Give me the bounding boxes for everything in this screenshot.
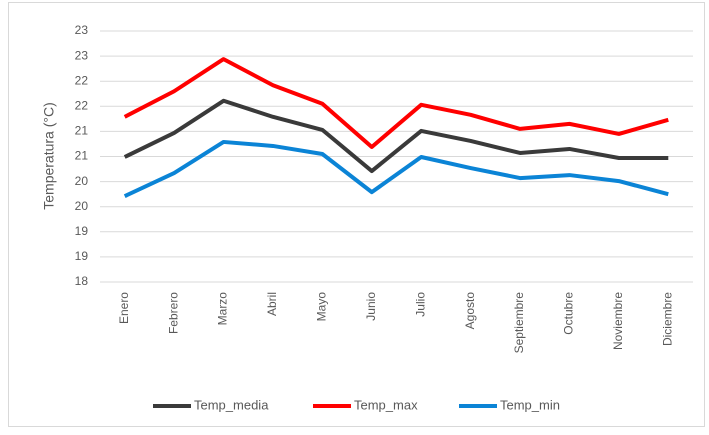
y-tick-label: 20 — [75, 199, 89, 213]
chart-border — [8, 2, 705, 427]
legend-label: Temp_max — [354, 397, 418, 412]
y-tick-label: 21 — [75, 149, 89, 163]
y-tick-label: 23 — [75, 23, 89, 37]
y-tick-label: 19 — [75, 224, 89, 238]
y-tick-label: 19 — [75, 249, 89, 263]
x-tick-label: Octubre — [562, 292, 576, 335]
x-tick-label: Agosto — [463, 292, 477, 330]
x-tick-label: Diciembre — [660, 292, 674, 346]
x-tick-label: Noviembre — [611, 292, 625, 350]
legend-label: Temp_min — [500, 397, 560, 412]
x-tick-label: Mayo — [315, 292, 329, 322]
y-axis-title: Temperatura (°C) — [41, 102, 57, 210]
x-tick-label: Febrero — [166, 292, 180, 334]
y-tick-label: 21 — [75, 124, 89, 138]
x-tick-label: Septiembre — [512, 292, 526, 354]
y-tick-label: 22 — [75, 98, 89, 112]
series-line — [123, 98, 669, 174]
y-tick-label: 23 — [75, 48, 89, 62]
legend-label: Temp_media — [194, 397, 269, 412]
y-tick-label: 22 — [75, 73, 89, 87]
y-tick-label: 20 — [75, 174, 89, 188]
x-tick-label: Julio — [413, 292, 427, 317]
x-tick-label: Enero — [117, 292, 131, 324]
y-tick-label: 18 — [75, 274, 89, 288]
x-tick-label: Junio — [364, 292, 378, 321]
x-tick-label: Abril — [265, 292, 279, 316]
x-tick-label: Marzo — [216, 292, 230, 326]
series-line — [123, 57, 669, 149]
series-line — [123, 139, 669, 198]
